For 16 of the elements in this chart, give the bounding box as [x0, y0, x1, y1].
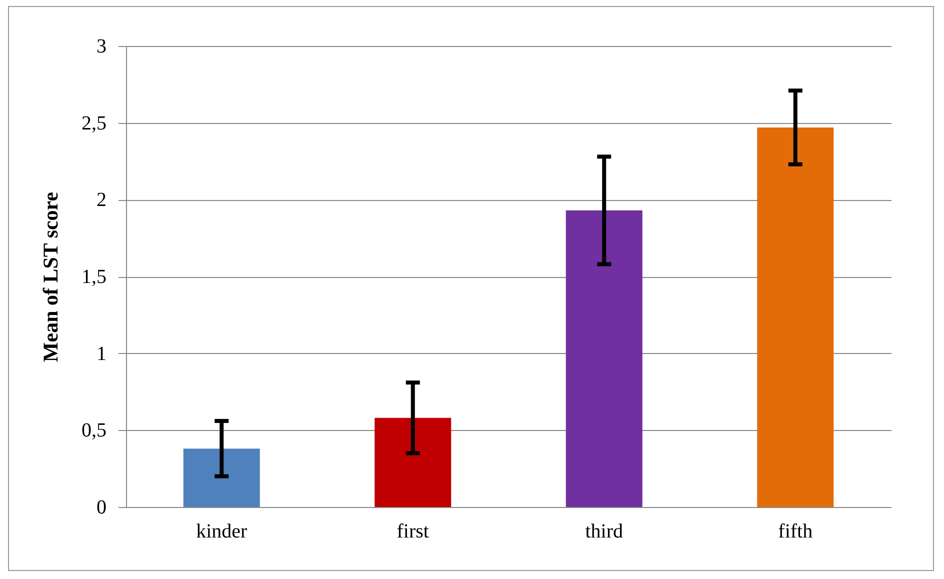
x-tick-label: kinder — [196, 520, 248, 542]
x-tick-label: third — [585, 520, 624, 542]
x-tick-label: fifth — [778, 520, 813, 542]
bar — [183, 448, 260, 507]
y-axis-title: Mean of LST score — [38, 192, 62, 362]
y-tick-label: 2 — [96, 189, 106, 212]
bar — [374, 418, 452, 507]
x-tick-label: first — [396, 520, 430, 542]
y-tick-label: 1 — [96, 342, 106, 365]
y-tick-label: 2,5 — [82, 112, 106, 134]
bar — [757, 127, 834, 507]
y-tick-label: 0 — [96, 496, 106, 518]
y-tick-label: 0,5 — [82, 420, 106, 442]
y-tick-label: 3 — [96, 36, 106, 58]
bar — [566, 210, 642, 507]
y-tick-label: 1,5 — [82, 266, 106, 288]
